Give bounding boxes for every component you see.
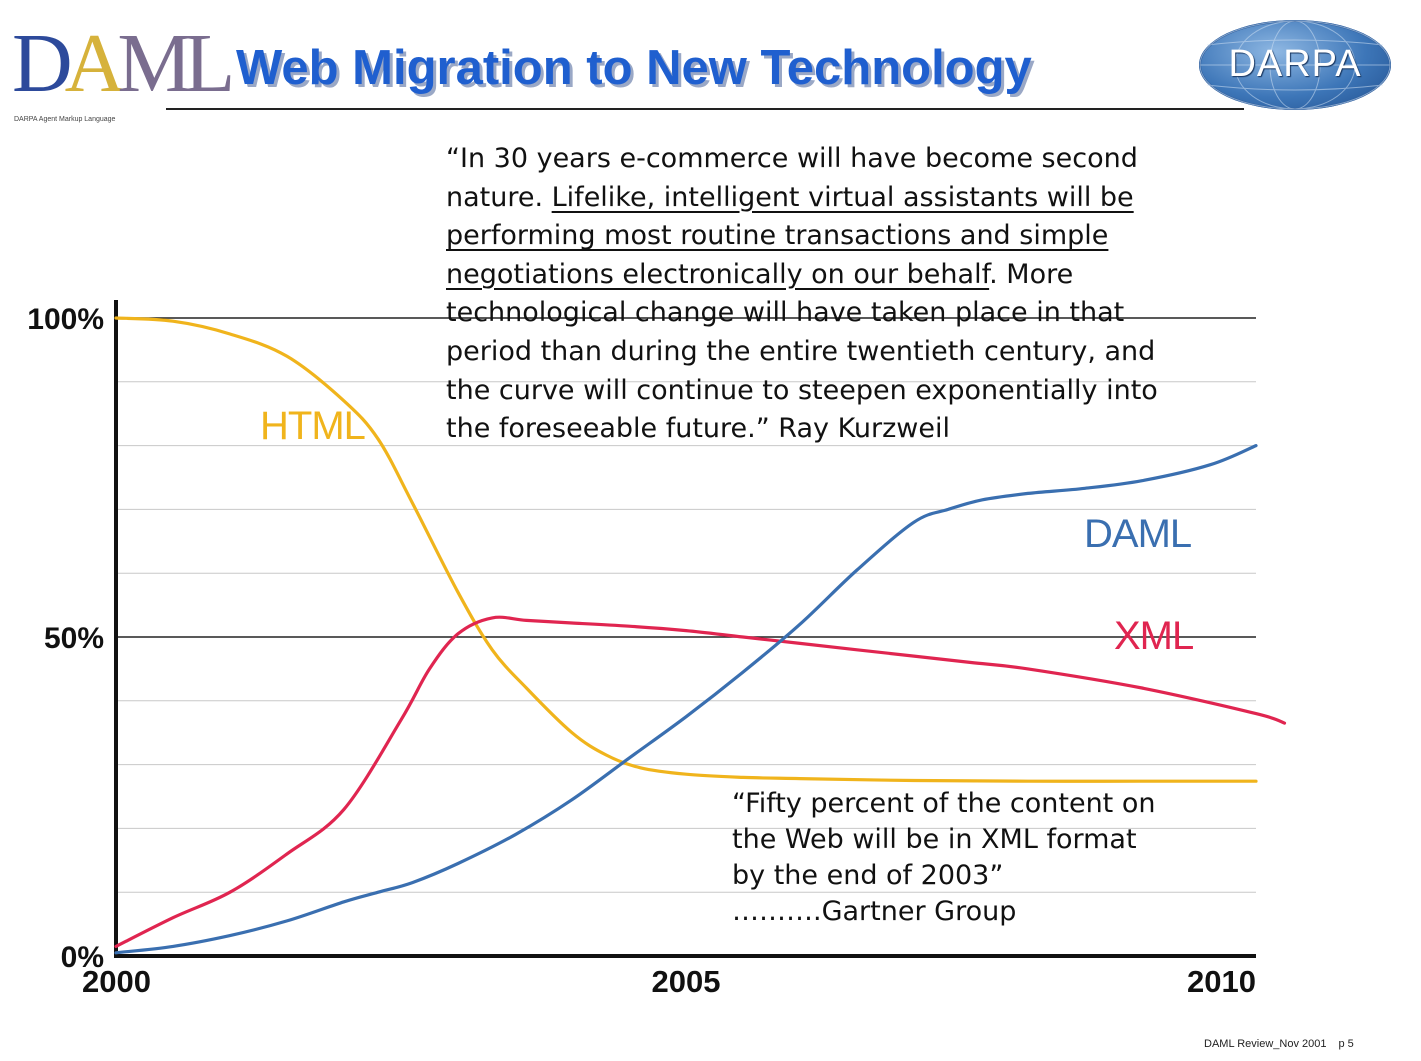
darpa-logo-text: DARPA <box>1228 43 1362 85</box>
kurzweil-quote-underlined: Lifelike, intelligent virtual assistants… <box>446 181 1134 290</box>
chart-gridlines <box>116 317 1256 893</box>
footer-page-number: p 5 <box>1338 1038 1354 1050</box>
gartner-quote: “Fifty percent of the content on the Web… <box>732 786 1272 930</box>
series-label-daml: DAML <box>1084 512 1192 556</box>
daml-logo-subtitle: DARPA Agent Markup Language <box>14 116 116 123</box>
daml-logo: DAML DARPA Agent Markup Language <box>12 22 235 124</box>
title-divider <box>166 108 1244 110</box>
series-label-html: HTML <box>260 404 366 448</box>
gartner-quote-line: the Web will be in XML format <box>732 824 1137 855</box>
gartner-quote-line: “Fifty percent of the content on <box>732 788 1156 819</box>
gartner-quote-attribution: ……….Gartner Group <box>732 896 1017 927</box>
series-label-xml: XML <box>1114 614 1194 658</box>
globe-grid-icon <box>1199 20 1391 110</box>
y-tick-label: 0% <box>61 941 104 974</box>
y-tick-label: 100% <box>27 303 104 336</box>
x-tick-label: 2005 <box>652 964 721 999</box>
chart-axes <box>114 300 1256 958</box>
x-tick-label: 2010 <box>1187 964 1256 999</box>
darpa-logo: DARPA <box>1199 20 1393 112</box>
kurzweil-quote-intro: “In 30 years e-commerce will have become… <box>446 143 1138 213</box>
series-line-xml <box>114 615 1287 948</box>
series-line-daml <box>114 444 1258 955</box>
x-tick-label: 2000 <box>82 964 151 999</box>
kurzweil-quote-rest: . More technological change will have ta… <box>446 258 1158 445</box>
y-tick-label: 50% <box>44 622 104 655</box>
slide-footer: DAML Review_Nov 2001 p 5 <box>1204 1038 1354 1050</box>
daml-logo-letters: DAML <box>12 17 235 110</box>
gartner-quote-line: by the end of 2003” <box>732 860 1004 891</box>
kurzweil-quote: “In 30 years e-commerce will have become… <box>446 140 1186 449</box>
page-title: Web Migration to New Technology <box>236 41 1032 95</box>
series-line-html <box>114 316 1258 783</box>
chart-series <box>114 316 1287 955</box>
footer-document: DAML Review_Nov 2001 <box>1204 1038 1327 1050</box>
chart-tick-labels: 0% 50% 100% 2000 2005 2010 <box>27 303 1256 999</box>
